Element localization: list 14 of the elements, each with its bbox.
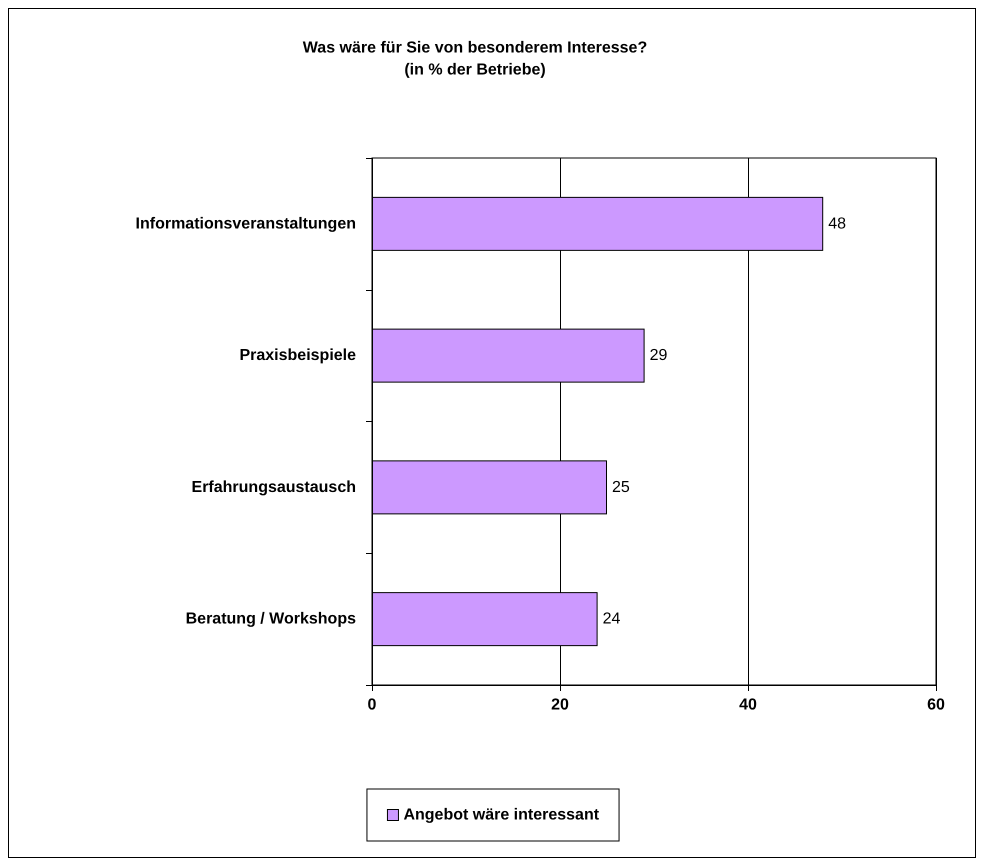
y-tick-label: Beratung / Workshops	[186, 610, 356, 628]
data-label: 25	[612, 478, 630, 496]
x-tick-label: 60	[927, 696, 945, 714]
legend-label: Angebot wäre interessant	[403, 806, 600, 824]
data-label: 29	[650, 347, 668, 364]
x-tick-label: 0	[368, 696, 377, 714]
x-tick-label: 40	[739, 696, 757, 714]
chart-title: Was wäre für Sie von besonderem Interesse? (in % der Betriebe)	[302, 40, 648, 78]
y-tick-label: Erfahrungsaustausch	[192, 478, 356, 496]
y-tick-label: Praxisbeispiele	[239, 347, 356, 364]
y-tick-label: Informationsveranstaltungen	[136, 215, 356, 232]
data-label: 48	[828, 215, 846, 232]
x-tick-label: 20	[551, 696, 569, 714]
data-label: 24	[602, 610, 620, 628]
